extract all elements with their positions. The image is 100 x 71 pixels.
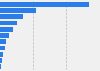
- Bar: [0, 46, 5, 50]
- Bar: [0, 58, 2, 63]
- Bar: [0, 14, 23, 19]
- Bar: [0, 64, 1, 69]
- Bar: [0, 2, 89, 7]
- Bar: [0, 21, 17, 25]
- Bar: [0, 52, 3, 57]
- Bar: [0, 8, 36, 13]
- Bar: [0, 27, 13, 32]
- Bar: [0, 39, 6, 44]
- Bar: [0, 33, 9, 38]
